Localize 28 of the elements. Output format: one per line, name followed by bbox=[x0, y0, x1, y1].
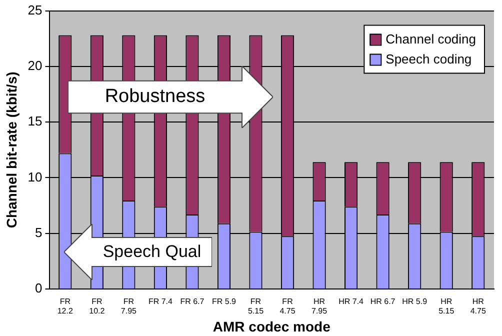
y-axis-title: Channel bit-rate (kbit/s) bbox=[3, 72, 20, 228]
x-tick-label: HR 4.75 bbox=[470, 297, 486, 316]
x-tick-label: HR 7.4 bbox=[338, 297, 364, 306]
x-tick-label: HR 5.9 bbox=[402, 297, 428, 306]
left-arrow: Speech Qual bbox=[64, 224, 212, 280]
x-tick-label: FR 12.2 bbox=[57, 297, 74, 316]
y-tick-label: 15 bbox=[28, 114, 42, 129]
x-tick-label: HR 7.95 bbox=[311, 297, 328, 316]
x-tick-label: FR 5.9 bbox=[212, 297, 237, 306]
legend-label: Channel coding bbox=[386, 31, 476, 46]
x-axis-title: AMR codec mode bbox=[212, 318, 331, 334]
annotation: Robustness bbox=[104, 86, 206, 108]
x-tick-label: FR 5.15 bbox=[248, 297, 264, 316]
x-tick-label: HR 6.7 bbox=[370, 297, 396, 306]
y-tick-label: 5 bbox=[35, 224, 42, 240]
x-tick-label: HR 5.15 bbox=[438, 297, 455, 316]
y-tick-label: 25 bbox=[28, 2, 42, 18]
x-tick-label: FR 7.95 bbox=[120, 297, 138, 316]
y-tick-label: 10 bbox=[28, 169, 42, 184]
x-tick-label: FR 10.2 bbox=[89, 297, 106, 316]
right-arrow: Robustness bbox=[68, 66, 273, 128]
legend-label: Speech coding bbox=[386, 51, 472, 66]
x-tick-label: FR 6.7 bbox=[180, 297, 205, 306]
annotation: Speech Qual bbox=[102, 241, 202, 263]
x-tick-label: FR 4.75 bbox=[280, 297, 296, 316]
y-tick-label: 20 bbox=[28, 58, 42, 74]
x-tick-label: FR 7.4 bbox=[148, 297, 173, 306]
y-tick-label: 0 bbox=[35, 280, 42, 296]
